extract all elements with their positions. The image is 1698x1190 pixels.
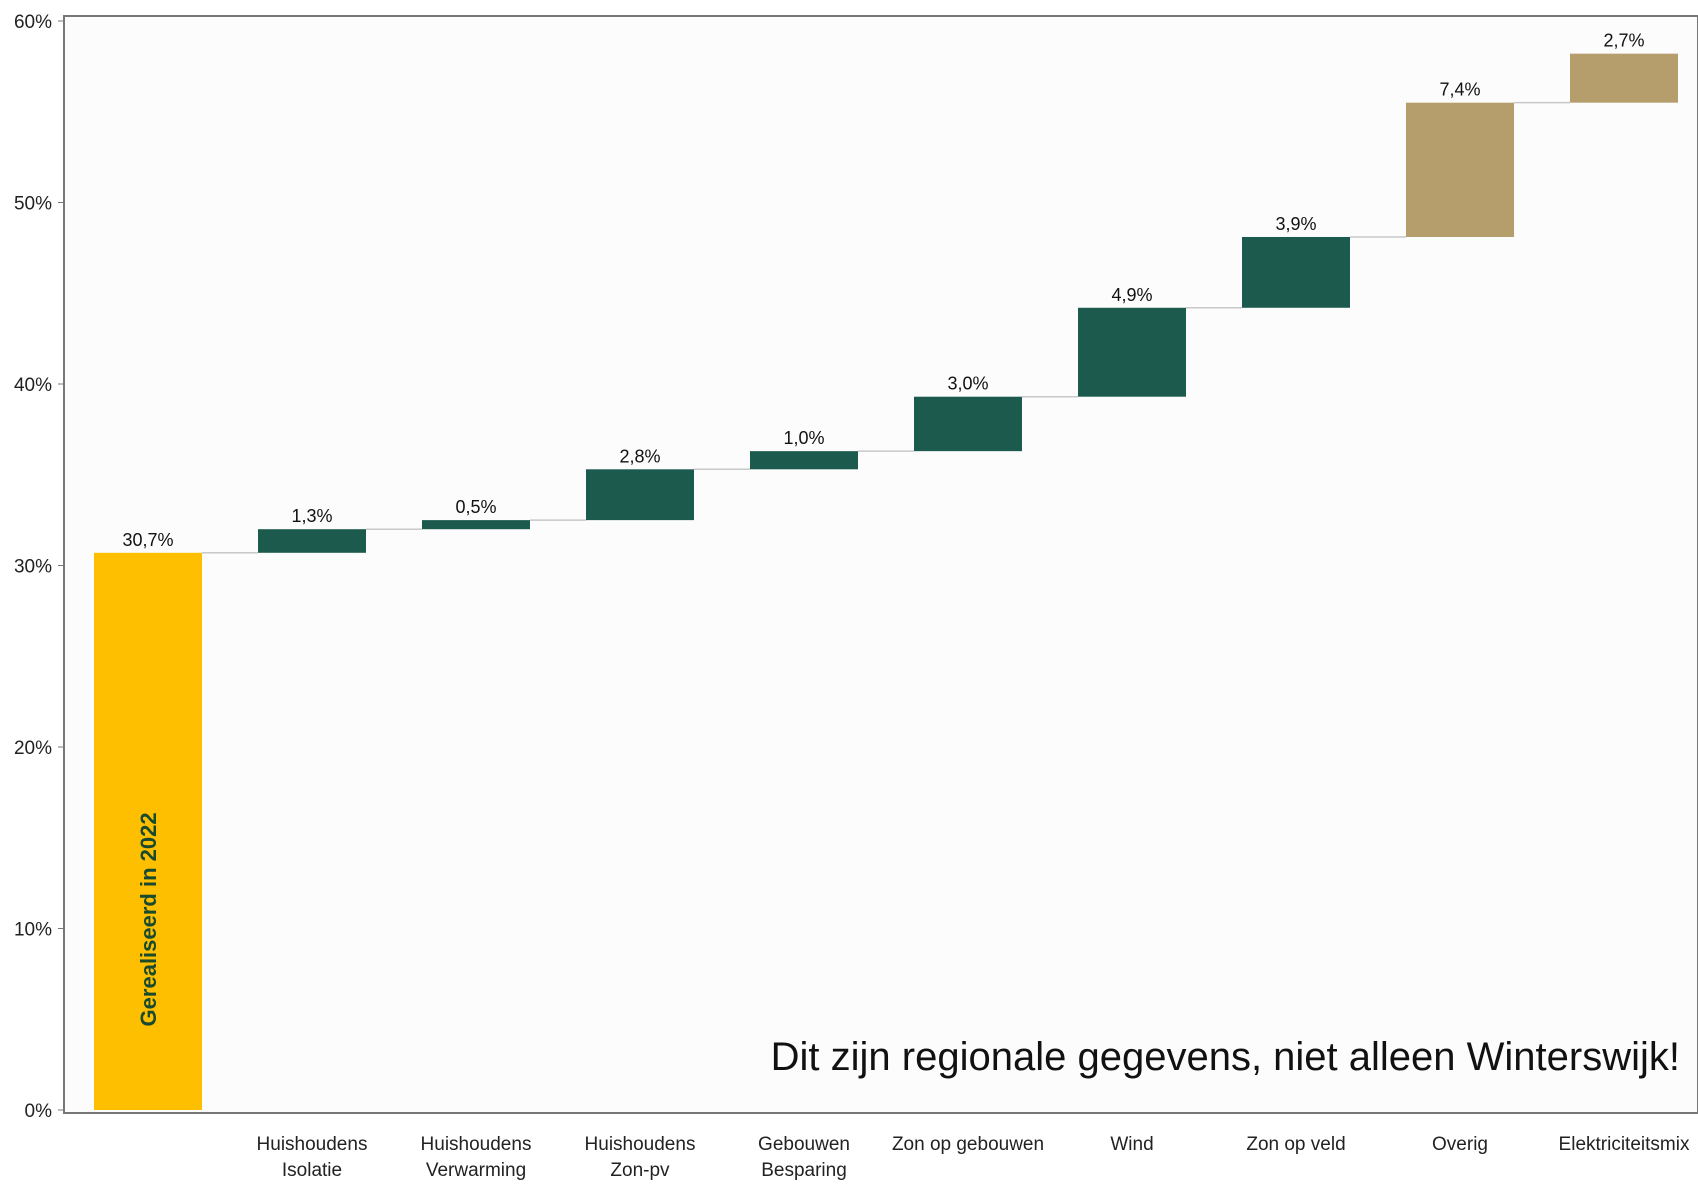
bar	[1242, 236, 1350, 308]
bar-value-label: 2,7%	[1603, 31, 1644, 51]
bar	[422, 520, 530, 530]
x-axis-labels: Huishoudens Isolatie Huishoudens Verwarming…	[257, 1134, 1690, 1181]
bar	[94, 552, 202, 1110]
x-category-label: Huishoudens Verwarming	[421, 1134, 532, 1181]
bar-value-label: 1,0%	[783, 428, 824, 448]
y-tick-label: 30%	[14, 557, 52, 578]
bar	[1078, 307, 1186, 397]
x-category-label: Elektriciteitsmix	[1559, 1134, 1690, 1155]
x-category-label: Wind	[1110, 1134, 1153, 1155]
bars	[94, 53, 1678, 1110]
data-labels: 30,7% 1,3% 0,5% 2,8% 1,0% 3,0% 4,9% 3,9% 7,4% 2,7…	[122, 31, 1644, 550]
bar-value-label: 3,0%	[947, 374, 988, 394]
y-axis: 0% 10% 20% 30% 40% 50% 60%	[14, 12, 64, 1122]
y-tick-label: 40%	[14, 375, 52, 396]
bar-value-label: 7,4%	[1439, 80, 1480, 100]
x-category-label: Huishoudens Zon-pv	[585, 1134, 696, 1181]
first-bar-label: Gerealiseerd in 2022	[136, 812, 161, 1026]
y-tick-label: 0%	[25, 1101, 53, 1122]
y-tick-label: 10%	[14, 920, 52, 941]
bar-value-label: 30,7%	[122, 530, 173, 550]
x-category-label: Zon op veld	[1246, 1134, 1345, 1155]
x-category-label: Huishoudens Isolatie	[257, 1134, 368, 1181]
bar	[258, 529, 366, 553]
bar-value-label: 4,9%	[1111, 285, 1152, 305]
bar-value-label: 2,8%	[619, 446, 660, 466]
bar	[1570, 53, 1678, 103]
bar-value-label: 3,9%	[1275, 214, 1316, 234]
y-tick-label: 20%	[14, 738, 52, 759]
y-tick-label: 50%	[14, 194, 52, 215]
annotation-note: Dit zijn regionale gegevens, niet alleen…	[771, 1035, 1680, 1079]
bar	[586, 469, 694, 521]
connector-lines	[202, 101, 1570, 554]
bar	[1406, 102, 1514, 237]
x-category-label: Zon op gebouwen	[892, 1134, 1044, 1155]
x-category-label: Overig	[1432, 1134, 1488, 1155]
bar	[750, 451, 858, 470]
bar-value-label: 0,5%	[455, 497, 496, 517]
bar	[914, 396, 1022, 452]
x-category-label: Gebouwen Besparing	[758, 1134, 850, 1181]
bar-value-label: 1,3%	[291, 506, 332, 526]
y-tick-label: 60%	[14, 12, 52, 33]
